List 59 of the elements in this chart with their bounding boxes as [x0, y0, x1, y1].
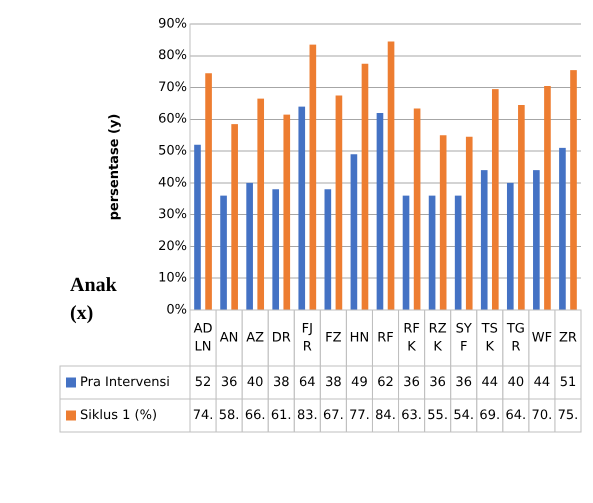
x-tick-label: AZ — [246, 330, 264, 346]
data-label: 74. — [192, 408, 214, 423]
x-tick-label: AN — [220, 330, 238, 346]
y-tick-label: 60% — [158, 112, 187, 127]
data-label: 38 — [325, 374, 342, 390]
x-tick-label: FZ — [325, 330, 342, 346]
y-tick-label: 40% — [158, 175, 187, 190]
x-tick-label: HN — [350, 330, 370, 346]
data-label: 36 — [220, 374, 238, 390]
data-label: 69. — [479, 408, 500, 423]
y-tick-label: 90% — [158, 16, 187, 32]
data-label: 38 — [272, 374, 290, 390]
data-label: 49 — [351, 374, 368, 390]
data-label: 55. — [427, 408, 448, 423]
y-tick-label: 70% — [158, 80, 187, 95]
data-label: 44 — [481, 374, 498, 390]
data-label: 77. — [349, 408, 370, 423]
x-tick-label: RFK — [403, 321, 420, 354]
y-tick-label: 50% — [158, 143, 187, 158]
data-label: 66. — [244, 408, 266, 423]
data-label: 36 — [429, 374, 446, 390]
data-label: 83. — [296, 408, 318, 423]
data-label: 63. — [401, 408, 422, 423]
data-label: 84. — [375, 408, 396, 423]
y-tick-label: 0% — [166, 302, 187, 318]
x-tick-label: ZR — [558, 330, 577, 346]
y-tick-label: 80% — [158, 48, 187, 64]
data-label: 52 — [194, 374, 212, 390]
data-label: 58. — [218, 408, 240, 423]
x-tick-label: WF — [532, 330, 552, 346]
x-tick-label: SYF — [456, 321, 472, 354]
x-tick-label: RZK — [428, 321, 447, 354]
legend-label: Pra Intervensi — [80, 374, 170, 390]
data-label: 44 — [534, 374, 550, 390]
x-tick-label: TGR — [506, 321, 525, 354]
y-tick-label: 10% — [158, 270, 187, 286]
data-label: 70. — [532, 408, 552, 423]
data-label: 40 — [508, 374, 524, 390]
data-label: 64 — [299, 374, 316, 390]
data-label: 64. — [505, 408, 526, 423]
y-tick-label: 30% — [158, 207, 187, 222]
data-label: 40 — [246, 374, 264, 390]
x-tick-label: DR — [272, 330, 291, 346]
data-label: 36 — [455, 374, 472, 390]
x-tick-label: TSK — [480, 321, 498, 354]
data-label: 54. — [453, 408, 474, 423]
y-tick-label: 20% — [158, 238, 187, 254]
x-tick-label: FJR — [302, 321, 313, 354]
legend-label: Siklus 1 (%) — [80, 408, 158, 423]
data-label: 62 — [377, 374, 394, 390]
data-label: 36 — [403, 374, 420, 390]
x-axis-title: Anak (x) — [70, 274, 118, 324]
data-label: 67. — [323, 408, 344, 423]
data-label: 61. — [270, 408, 292, 423]
data-label: 51 — [560, 374, 576, 390]
x-tick-label: ADLN — [194, 321, 212, 354]
y-axis-title: persentase (y) — [107, 114, 122, 220]
data-label: 75. — [558, 408, 578, 423]
x-tick-label: RF — [377, 330, 394, 346]
